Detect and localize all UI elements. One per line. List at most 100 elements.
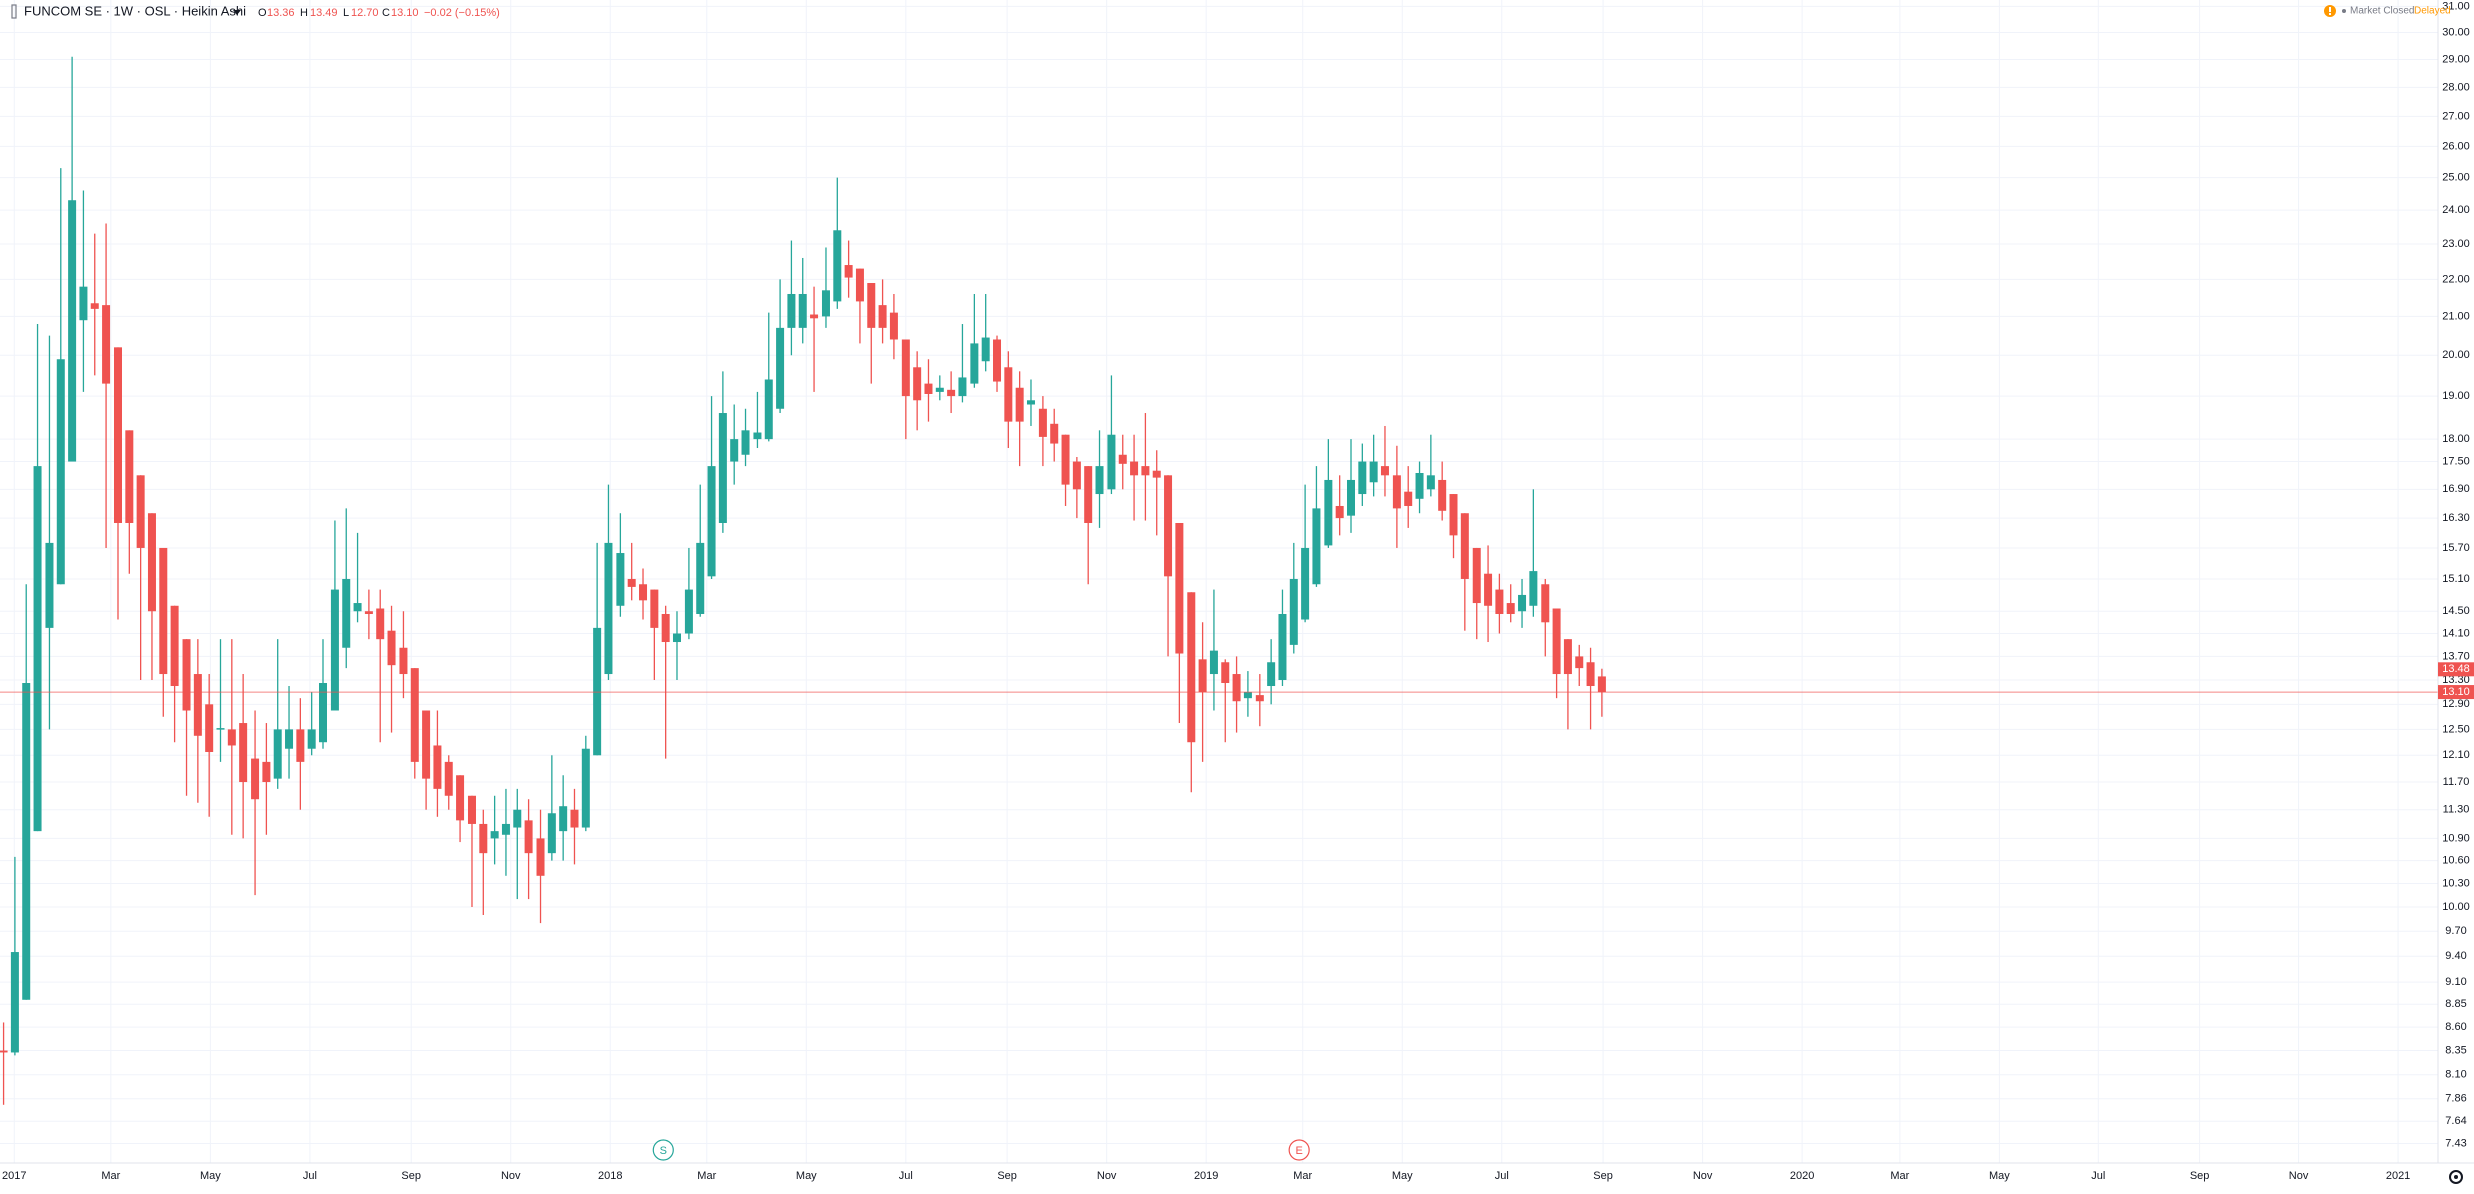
candle-body — [1312, 508, 1321, 585]
dropdown-caret[interactable] — [233, 10, 241, 15]
candle-body — [672, 633, 681, 643]
event-label: E — [1295, 1145, 1302, 1157]
candle-body — [661, 613, 670, 643]
y-tick-label: 7.86 — [2445, 1093, 2466, 1105]
x-tick-label: Nov — [1097, 1170, 1117, 1182]
candle-body — [798, 293, 807, 328]
candle-body — [570, 809, 579, 828]
candle-body — [1015, 387, 1024, 422]
candle-body — [913, 367, 922, 401]
candle-body — [1358, 461, 1367, 495]
candle-body — [821, 290, 830, 317]
gear[interactable] — [2449, 1170, 2463, 1184]
candle-body — [1426, 475, 1435, 490]
candle-body — [833, 230, 842, 302]
candle-body — [810, 314, 819, 319]
candle-body — [479, 823, 488, 854]
y-tick-label: 10.30 — [2442, 877, 2470, 889]
y-tick-label: 17.50 — [2442, 455, 2470, 467]
candle-body — [764, 379, 773, 440]
y-tick-label: 27.00 — [2442, 110, 2470, 122]
candle-body — [1187, 592, 1196, 743]
y-tick-label: 9.10 — [2445, 976, 2466, 988]
candle-body — [182, 639, 191, 711]
ohlc-value: 13.36 — [267, 7, 295, 19]
x-tick-label: 2021 — [2386, 1170, 2410, 1182]
candle-body — [901, 339, 910, 397]
candle-body — [1141, 466, 1150, 476]
candle-body — [753, 432, 762, 440]
candle-body — [90, 303, 99, 309]
x-tick-label: May — [796, 1170, 817, 1182]
y-tick-label: 28.00 — [2442, 81, 2470, 93]
candle-body — [993, 339, 1002, 382]
candle-body — [1118, 454, 1127, 464]
candle-body — [1541, 584, 1550, 623]
y-tick-label: 20.00 — [2442, 349, 2470, 361]
symbol-title[interactable]: FUNCOM SE · 1W · OSL · Heikin Ashi — [24, 3, 246, 18]
candle-body — [1404, 491, 1413, 506]
candle-body — [1495, 589, 1504, 614]
x-tick-label: Sep — [2190, 1170, 2210, 1182]
x-tick-label: Sep — [401, 1170, 421, 1182]
y-tick-label: 8.60 — [2445, 1021, 2466, 1033]
candle-body — [1164, 475, 1173, 577]
y-tick-label: 14.10 — [2442, 627, 2470, 639]
event-marker — [1288, 1139, 1310, 1161]
y-tick-label: 10.60 — [2442, 855, 2470, 867]
candle-body — [1506, 603, 1515, 614]
candle-body — [467, 795, 476, 824]
y-tick-label: 15.70 — [2442, 542, 2470, 554]
y-tick-label: 16.30 — [2442, 512, 2470, 524]
y-tick-label: 7.64 — [2445, 1115, 2466, 1127]
candle-body — [216, 728, 225, 730]
candle-body — [353, 603, 362, 612]
header: FUNCOM SE · 1W · OSL · Heikin Ashi O 13.… — [11, 3, 500, 19]
candle-body — [273, 729, 282, 779]
y-tick-label: 11.70 — [2443, 776, 2470, 788]
candle-body — [867, 283, 876, 328]
event-marker — [652, 1139, 674, 1161]
candle-body — [490, 831, 499, 839]
candle-body — [547, 813, 556, 854]
collapse-icon[interactable] — [11, 4, 17, 19]
candle-body — [501, 823, 510, 835]
delayed-text: Delayed — [2414, 6, 2451, 17]
y-tick-label: 23.00 — [2442, 238, 2470, 250]
settings-icon[interactable] — [2449, 1170, 2463, 1184]
candle-body — [10, 952, 19, 1053]
candle-body — [1130, 461, 1139, 476]
candle-body — [1026, 400, 1035, 405]
price-marker-label: 13.48 — [2442, 663, 2470, 675]
candle-body — [296, 729, 305, 762]
candle-body — [227, 729, 236, 746]
candle-body — [1415, 473, 1424, 499]
y-tick-label: 12.50 — [2442, 723, 2470, 735]
ohlc-label: C — [382, 7, 390, 19]
y-tick-label: 24.00 — [2442, 204, 2470, 216]
candle-body — [1072, 461, 1081, 490]
candle-body — [1278, 613, 1287, 681]
status-icon-glyph — [2329, 7, 2331, 12]
candles — [0, 56, 2438, 1105]
candle-body — [639, 584, 648, 601]
candle-body — [1392, 475, 1401, 509]
y-tick-label: 7.43 — [2445, 1137, 2466, 1149]
candle-body — [1095, 466, 1104, 495]
candle-body — [422, 710, 431, 779]
x-tick-label: May — [200, 1170, 221, 1182]
candle-body — [524, 820, 533, 854]
y-tick-label: 13.70 — [2442, 650, 2470, 662]
y-tick-label: 22.00 — [2442, 273, 2470, 285]
candle-body — [364, 611, 373, 614]
axes — [0, 0, 2474, 1164]
candle-body — [1529, 571, 1538, 606]
candle-body — [262, 761, 271, 783]
candle-body — [776, 327, 785, 409]
candle-body — [399, 647, 408, 675]
x-tick-label: May — [1989, 1170, 2010, 1182]
candle-body — [616, 553, 625, 606]
candle-body — [1460, 513, 1469, 579]
candle-body — [1289, 578, 1298, 645]
